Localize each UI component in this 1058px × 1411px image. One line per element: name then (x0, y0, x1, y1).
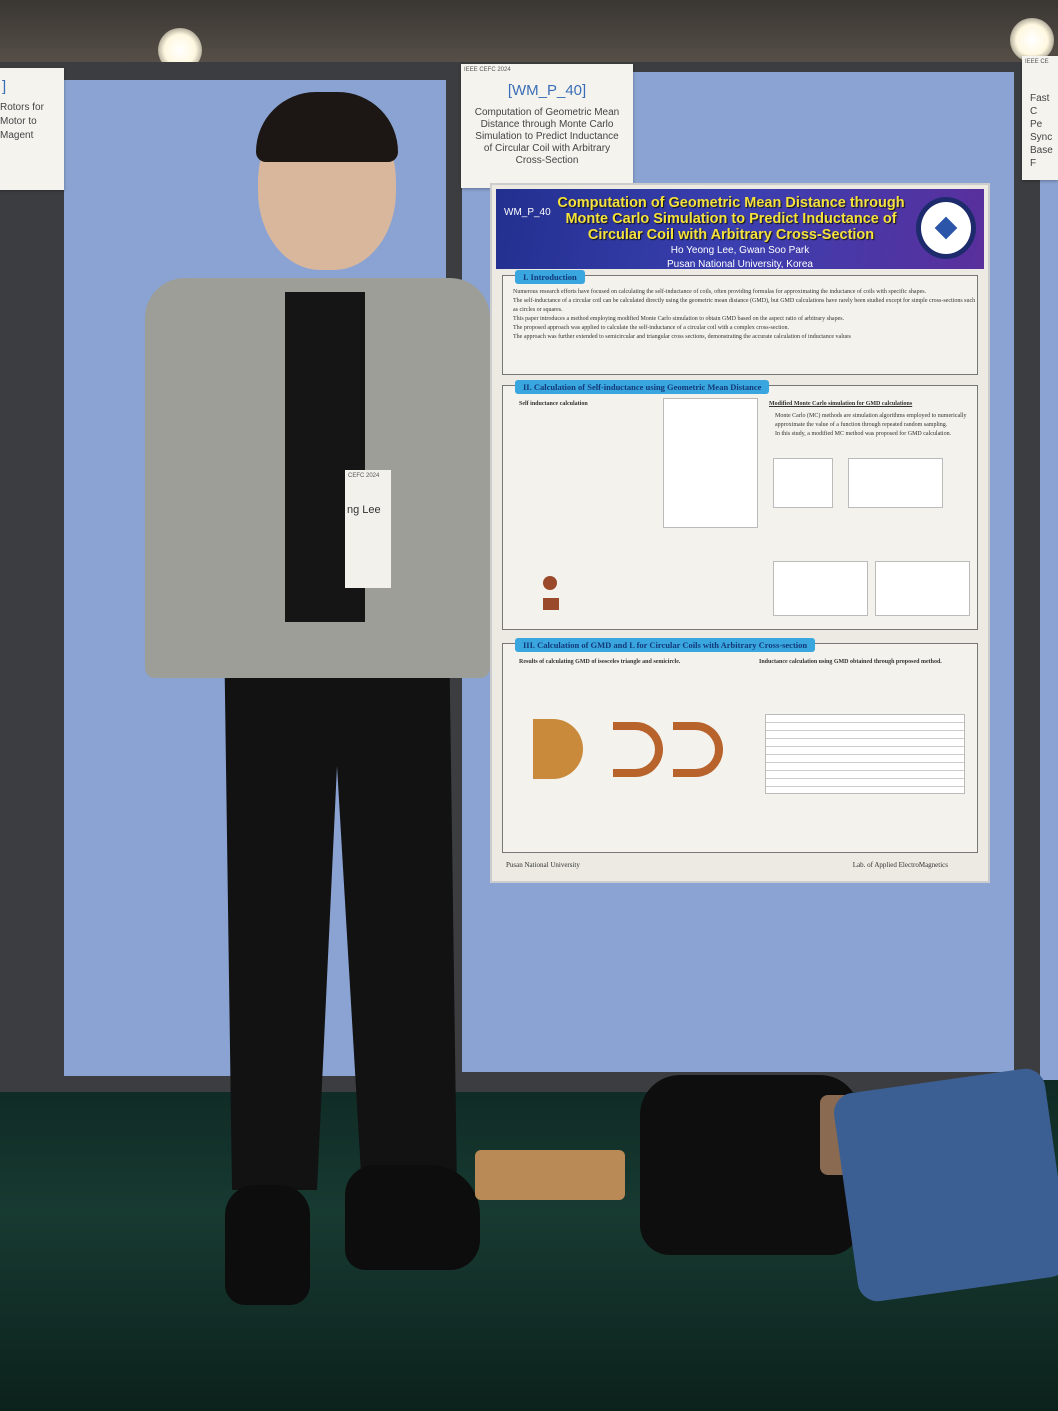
mc-circle-plot (773, 458, 833, 508)
footer-university: Pusan National University (506, 861, 580, 869)
rectangle-shape (543, 598, 559, 610)
poster-authors: Ho Yeong Lee, Gwan Soo Park (670, 245, 810, 256)
subheading: Self inductance calculation (519, 401, 588, 407)
bullet: The approach was further extended to sem… (513, 334, 851, 340)
label-line: Base (1030, 145, 1053, 156)
poster-code: WM_P_40 (504, 207, 551, 218)
badge-header: CEFC 2024 (348, 473, 380, 479)
label-code: ] (2, 78, 7, 95)
label-code: [WM_P_40] (507, 82, 587, 99)
badge-name: ng Lee (347, 504, 381, 516)
mc-rectangle-plot (848, 458, 943, 508)
poster-affiliation: Pusan National University, Korea (667, 259, 813, 270)
person-right-shoe (345, 1165, 480, 1270)
bullet: Numerous research efforts have focused o… (513, 289, 927, 295)
subheading: Inductance calculation using GMD obtaine… (759, 659, 942, 665)
section-title: I. Introduction (515, 270, 585, 284)
label-header: IEEE CEFC 2024 (464, 67, 511, 73)
gmd-plot (773, 561, 868, 616)
section-arbitrary-cross-section: III. Calculation of GMD and L for Circul… (502, 638, 978, 853)
label-header: IEEE CE (1025, 59, 1049, 65)
semicircle-figure (533, 719, 583, 779)
ceiling-light (1010, 18, 1054, 62)
blue-tote-bag (831, 1066, 1058, 1304)
person-left-shoe (225, 1185, 310, 1305)
section-introduction: I. Introduction Numerous research effort… (502, 270, 978, 375)
bullet: The proposed approach was applied to cal… (513, 325, 790, 331)
label-title: Computation of Geometric Mean Distance t… (474, 107, 620, 166)
coil-figure (613, 722, 663, 777)
conference-seal-icon (916, 197, 976, 259)
bullet: Monte Carlo (MC) methods are simulation … (775, 413, 967, 428)
right-board (1040, 80, 1058, 1080)
left-poster-label: ] Rotors for Motor to Magent (0, 68, 64, 190)
section-title: III. Calculation of GMD and L for Circul… (515, 638, 816, 652)
bullet: The self-inductance of a circular coil c… (513, 298, 976, 313)
coil-figure (673, 722, 723, 777)
label-line: Sync (1030, 132, 1053, 143)
footer-lab: Lab. of Applied ElectroMagnetics (852, 861, 948, 869)
right-poster-label: IEEE CE Fast C Pe Sync Base F (1022, 56, 1058, 180)
poster-tube (475, 1150, 625, 1200)
label-line: Magent (0, 130, 34, 141)
label-line: Motor to (0, 116, 37, 127)
gmd-plot (875, 561, 970, 616)
poster-title: Computation of Geometric Mean Distance t… (557, 195, 905, 243)
label-line: Rotors for (0, 102, 44, 113)
name-badge: CEFC 2024 ng Lee (345, 470, 391, 588)
center-poster-label: IEEE CEFC 2024 [WM_P_40] Computation of … (461, 64, 633, 188)
bullet: This paper introduces a method employing… (513, 316, 845, 322)
subheading: Modified Monte Carlo simulation for GMD … (769, 401, 913, 407)
label-line: F (1030, 158, 1037, 169)
research-poster: WM_P_40 Computation of Geometric Mean Di… (490, 183, 990, 883)
coil-diagram (663, 398, 758, 528)
results-table (765, 714, 965, 794)
label-line: Pe (1030, 119, 1043, 130)
subheading: Results of calculating GMD of isosceles … (519, 659, 681, 665)
label-line: Fast C (1030, 93, 1050, 117)
section-title: II. Calculation of Self-inductance using… (515, 380, 770, 394)
person-hair (256, 92, 398, 162)
circle-shape (543, 576, 557, 590)
bullet: In this study, a modified MC method was … (775, 431, 952, 437)
section-self-inductance: II. Calculation of Self-inductance using… (502, 380, 978, 630)
poster-banner: WM_P_40 Computation of Geometric Mean Di… (496, 189, 984, 270)
